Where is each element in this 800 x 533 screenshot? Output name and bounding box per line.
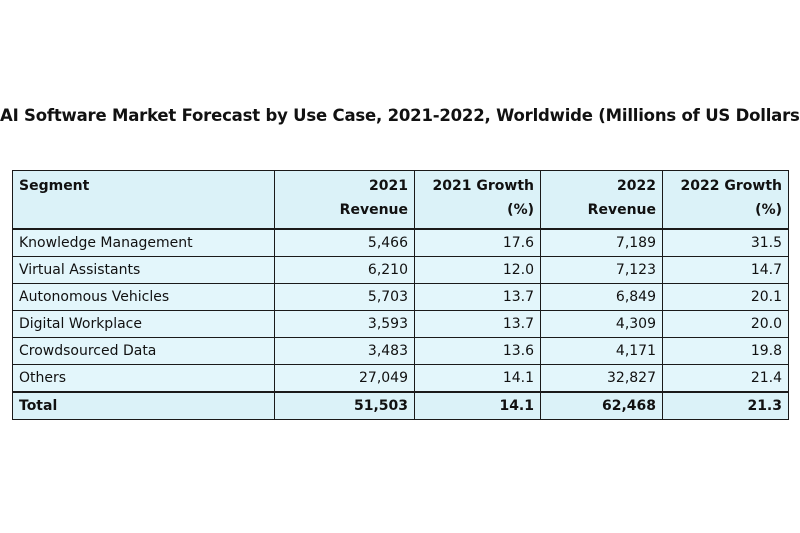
growth-2021-cell: 12.0 [414,256,541,284]
growth-2022-cell: 21.4 [662,364,789,393]
segment-cell: Crowdsourced Data [12,337,275,365]
revenue-2022-cell: 4,171 [540,337,663,365]
revenue-2022-cell: 32,827 [540,364,663,393]
growth-2022-cell: 31.5 [662,228,789,257]
growth-2021-cell: 13.7 [414,310,541,338]
header-2021-growth-line1: 2021 Growth [432,178,534,194]
segment-cell: Knowledge Management [12,228,275,257]
table-header-row: Segment 2021 Revenue 2021 Growth (%) 202… [12,170,789,230]
header-2022-revenue-line1: 2022 [617,178,656,194]
header-2022-growth-line1: 2022 Growth [680,178,782,194]
revenue-2021-cell: 6,210 [274,256,415,284]
revenue-2022-cell: 4,309 [540,310,663,338]
table-row: Virtual Assistants 6,210 12.0 7,123 14.7 [12,256,789,284]
header-2021-growth: 2021 Growth (%) [414,170,541,230]
table-row: Crowdsourced Data 3,483 13.6 4,171 19.8 [12,337,789,365]
segment-cell: Others [12,364,275,393]
total-growth-2021-cell: 14.1 [414,391,541,420]
header-2021-growth-line2: (%) [507,202,534,218]
revenue-2022-cell: 6,849 [540,283,663,311]
header-2021-revenue-line2: Revenue [339,202,408,218]
growth-2021-cell: 14.1 [414,364,541,393]
header-2022-growth: 2022 Growth (%) [662,170,789,230]
table-row: Digital Workplace 3,593 13.7 4,309 20.0 [12,310,789,338]
header-2022-revenue: 2022 Revenue [540,170,663,230]
growth-2021-cell: 13.7 [414,283,541,311]
header-2022-revenue-line2: Revenue [587,202,656,218]
total-row: Total 51,503 14.1 62,468 21.3 [12,391,789,420]
revenue-2021-cell: 5,703 [274,283,415,311]
header-segment: Segment [12,170,275,230]
growth-2022-cell: 20.1 [662,283,789,311]
total-revenue-2022-cell: 62,468 [540,391,663,420]
revenue-2022-cell: 7,189 [540,228,663,257]
growth-2022-cell: 20.0 [662,310,789,338]
header-segment-label: Segment [19,178,90,194]
growth-2021-cell: 13.6 [414,337,541,365]
segment-cell: Digital Workplace [12,310,275,338]
segment-cell: Autonomous Vehicles [12,283,275,311]
header-2021-revenue: 2021 Revenue [274,170,415,230]
revenue-2022-cell: 7,123 [540,256,663,284]
revenue-2021-cell: 5,466 [274,228,415,257]
revenue-2021-cell: 3,593 [274,310,415,338]
table-row: Knowledge Management 5,466 17.6 7,189 31… [12,228,789,257]
total-growth-2022-cell: 21.3 [662,391,789,420]
total-revenue-2021-cell: 51,503 [274,391,415,420]
revenue-2021-cell: 27,049 [274,364,415,393]
table-row: Autonomous Vehicles 5,703 13.7 6,849 20.… [12,283,789,311]
header-2022-growth-line2: (%) [755,202,782,218]
segment-cell: Virtual Assistants [12,256,275,284]
market-forecast-table: Segment 2021 Revenue 2021 Growth (%) 202… [12,170,789,420]
growth-2022-cell: 19.8 [662,337,789,365]
growth-2021-cell: 17.6 [414,228,541,257]
growth-2022-cell: 14.7 [662,256,789,284]
total-segment-cell: Total [12,391,275,420]
header-2021-revenue-line1: 2021 [369,178,408,194]
revenue-2021-cell: 3,483 [274,337,415,365]
page-title: AI Software Market Forecast by Use Case,… [0,106,800,125]
table-row: Others 27,049 14.1 32,827 21.4 [12,364,789,393]
